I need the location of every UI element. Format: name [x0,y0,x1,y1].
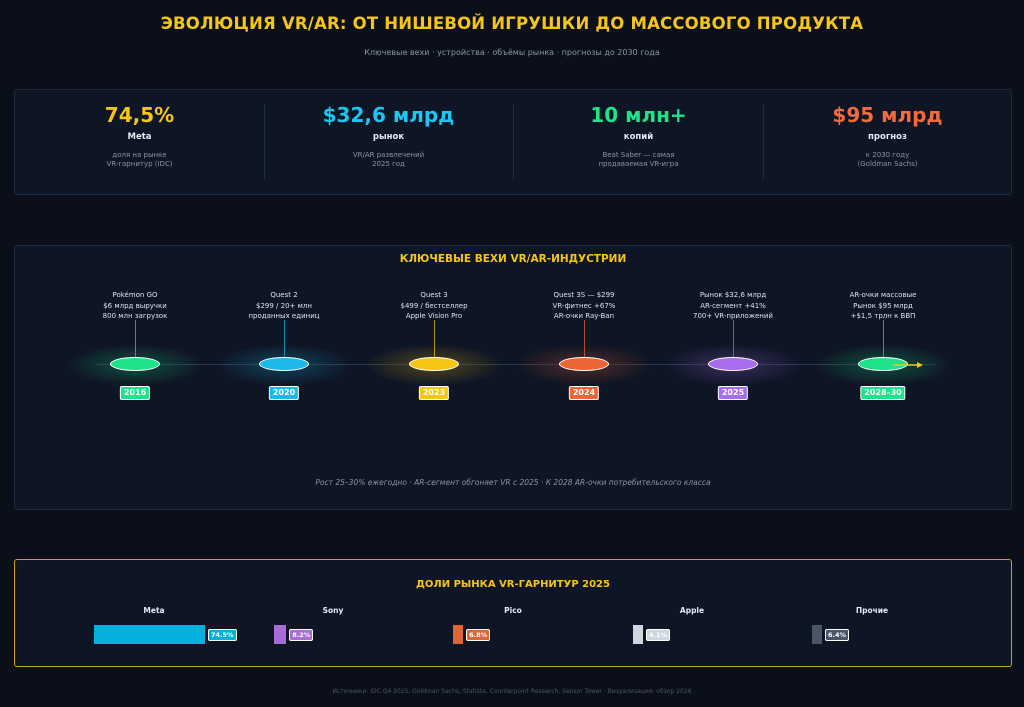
share-value-apple: 4.1% [646,629,671,641]
milestone-2020-marker [259,357,309,371]
share-value-pico: 6.8% [466,629,491,641]
stat-card-forecast: $95 млрд прогноз к 2030 году (Goldman Sac… [763,90,1012,196]
milestone-stem [434,320,435,358]
stat-value: 74,5% [104,103,175,127]
milestone-2016-text: Pokémon GO $6 млрд выручки 800 млн загрузо… [102,291,168,320]
milestone-stem [584,320,585,358]
milestone-2016-marker [110,357,160,371]
stat-label: Meta [127,132,152,142]
milestone-2028-marker [858,357,908,371]
timeline-title: КЛЮЧЕВЫЕ ВЕХИ VR/AR-ИНДУСТРИИ [399,253,627,265]
milestone-2024-marker [559,357,609,371]
stat-label: рынок [372,132,405,142]
milestone-2025-text: Рынок $32,6 млрд AR-сегмент +41% 700+ VR-п… [693,291,773,320]
stat-description: VR/AR развлечений 2025 год [352,151,425,168]
milestone-2028-text: AR-очки массовые Рынок $95 млрд +$1,5 трлн… [849,291,917,320]
share-value-other: 6.4% [825,629,850,641]
stat-label: прогноз [868,132,907,142]
market-share-title: ДОЛИ РЫНКА VR-ГАРНИТУР 2025 [416,579,610,590]
milestone-2024-text: Quest 3S — $299 VR-фитнес +67% AR-очки Ray… [552,291,616,320]
page-title: ЭВОЛЮЦИЯ VR/AR: ОТ НИШЕВОЙ ИГРУШКИ ДО МА… [160,14,864,33]
milestone-stem [883,320,884,358]
share-bar-sony [274,625,287,644]
share-value-meta: 74.5% [208,629,237,641]
year-badge-2025: 2025 [717,386,749,400]
stat-value: $32,6 млрд [322,103,455,127]
milestone-2023-marker [409,357,459,371]
milestone-2025-marker [708,357,758,371]
share-bar-apple [633,625,643,644]
timeline-axis [95,364,935,365]
stat-value: 10 млн+ [590,103,687,127]
share-name-sony: Sony [322,606,344,615]
page-subtitle: Ключевые вехи · устройства · объёмы рынк… [364,48,660,57]
milestone-stem [135,320,136,358]
year-badge-2028-30: 2028–30 [860,386,906,400]
stat-divider [763,104,764,180]
stat-label: копий [623,132,654,142]
stats-panel: 74,5% Meta доля на рынке VR-гарнитур (IDC… [14,89,1012,195]
share-value-sony: 8.2% [289,629,314,641]
stat-divider [264,104,265,180]
year-badge-2016: 2016 [119,386,151,400]
share-bar-pico [453,625,464,644]
stat-value: $95 млрд [832,103,943,127]
market-share-panel: ДОЛИ РЫНКА VR-ГАРНИТУР 2025 Meta Sony Pi… [14,559,1012,667]
share-bar-other [812,625,822,644]
stat-card-market: $32,6 млрд рынок VR/AR развлечений 2025 г… [264,90,513,196]
share-name-pico: Pico [504,606,522,615]
stat-card-meta-share: 74,5% Meta доля на рынке VR-гарнитур (IDC… [15,90,264,196]
stat-description: доля на рынке VR-гарнитур (IDC) [106,151,173,168]
milestone-2020-text: Quest 2 $299 / 20+ млн проданных единиц [248,291,320,320]
share-name-meta: Meta [143,606,165,615]
milestone-stem [733,320,734,358]
share-bar-meta [94,625,205,644]
year-badge-2024: 2024 [568,386,600,400]
share-name-apple: Apple [679,606,705,615]
milestone-stem [284,320,285,358]
stat-description: Beat Saber — самая продаваемая VR-игра [598,151,679,168]
timeline-panel: КЛЮЧЕВЫЕ ВЕХИ VR/AR-ИНДУСТРИИ Pokémon GO… [14,245,1012,510]
stat-card-copies: 10 млн+ копий Beat Saber — самая продавае… [514,90,763,196]
timeline-footnote: Рост 25–30% ежегодно · AR-сегмент обгоня… [315,478,711,487]
arrow-right-icon [893,362,923,368]
year-badge-2023: 2023 [418,386,450,400]
source-note: Источники: IDC Q4 2025, Goldman Sachs, S… [332,688,692,695]
stat-description: к 2030 году (Goldman Sachs) [857,151,918,168]
share-name-other: Прочие [855,606,889,615]
milestone-2023-text: Quest 3 $499 / бестселлер Apple Vision Pro [400,291,468,320]
stat-divider [513,104,514,180]
year-badge-2020: 2020 [268,386,300,400]
